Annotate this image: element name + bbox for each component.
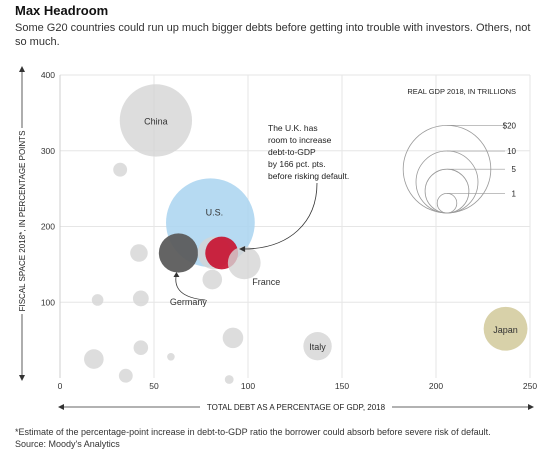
bubble-point [224,375,234,384]
y-axis-arrowhead-bottom [19,375,25,381]
y-tick-label: 400 [41,70,55,80]
bubble-point [91,294,104,306]
y-axis-label-bg [16,128,28,314]
bubble-point [113,162,128,177]
bubble-point [132,290,149,307]
uk-annotation-line: debt-to-GDP [268,147,316,157]
x-axis-arrowhead-right [528,404,534,410]
size-legend-label: 10 [507,147,516,156]
x-tick-label: 250 [523,381,537,391]
size-legend-circle [424,168,470,214]
y-tick-label: 100 [41,297,55,307]
bubble-china [119,84,193,157]
chart-footnote: *Estimate of the percentage-point increa… [15,426,540,450]
bubble-point [118,368,133,383]
bubble-label: Italy [309,342,326,352]
uk-annotation-line: by 166 pct. pts. [268,159,326,169]
annotations: The U.K. has room to increase debt-to-GDP b… [239,123,349,253]
chart-title: Max Headroom [15,3,109,18]
uk-annotation-line: before risking default. [268,171,349,181]
bubble-label: Germany [170,297,208,307]
bubble-label: U.S. [206,208,224,218]
uk-annotation-line: room to increase [268,135,332,145]
uk-annotation-line: The U.K. has [268,123,318,133]
size-legend: REAL GDP 2018, IN TRILLIONS $20 10 5 1 [402,87,517,214]
bubble-point [167,352,175,361]
axes: 0 50 100 150 200 250 100 200 300 400 TOTAL DEBT AS… [16,66,537,413]
size-legend-title: REAL GDP 2018, IN TRILLIONS [407,87,516,96]
size-legend-circle [436,192,458,214]
uk-pointer-arrowhead [239,246,246,253]
bubble-label: China [144,116,168,126]
chart-subtitle: Some G20 countries could run up much big… [15,22,531,48]
bubble-point [130,244,148,262]
bubble-italy [303,331,332,361]
size-legend-circle [415,150,479,214]
bubble-point [222,327,244,349]
y-tick-label: 300 [41,146,55,156]
x-axis-label: TOTAL DEBT AS A PERCENTAGE OF GDP, 2018 [207,403,386,412]
source-text: Source: Moody's Analytics [15,439,120,449]
y-tick-label: 200 [41,222,55,232]
size-legend-label: $20 [503,121,517,130]
bubble-layer [84,84,528,384]
x-axis-label-bg [200,401,392,413]
bubble-point [202,269,223,290]
bubble-label: Japan [493,325,518,335]
footnote-text: *Estimate of the percentage-point increa… [15,427,491,437]
x-tick-label: 50 [149,381,159,391]
germany-pointer-arrowhead [173,272,180,278]
uk-pointer [243,182,318,250]
bubble-labels: China U.S. Germany France Japan Italy [144,116,518,352]
size-legend-label: 5 [512,165,517,174]
bubble-point [84,349,104,369]
bubble-point [133,340,149,355]
x-tick-label: 150 [335,381,349,391]
bubble-france [227,246,261,280]
bubble-japan [483,306,528,351]
x-tick-label: 0 [58,381,63,391]
y-axis-arrowhead-top [19,66,25,72]
x-tick-label: 100 [241,381,255,391]
y-axis-label: FISCAL SPACE 2018*, IN PERCENTAGE POINTS [18,131,27,312]
x-tick-label: 200 [429,381,443,391]
germany-pointer [175,273,206,301]
size-legend-label: 1 [512,189,517,198]
bubble-germany [158,233,199,273]
x-axis-arrowhead-left [58,404,64,410]
bubble-label: France [252,277,280,287]
